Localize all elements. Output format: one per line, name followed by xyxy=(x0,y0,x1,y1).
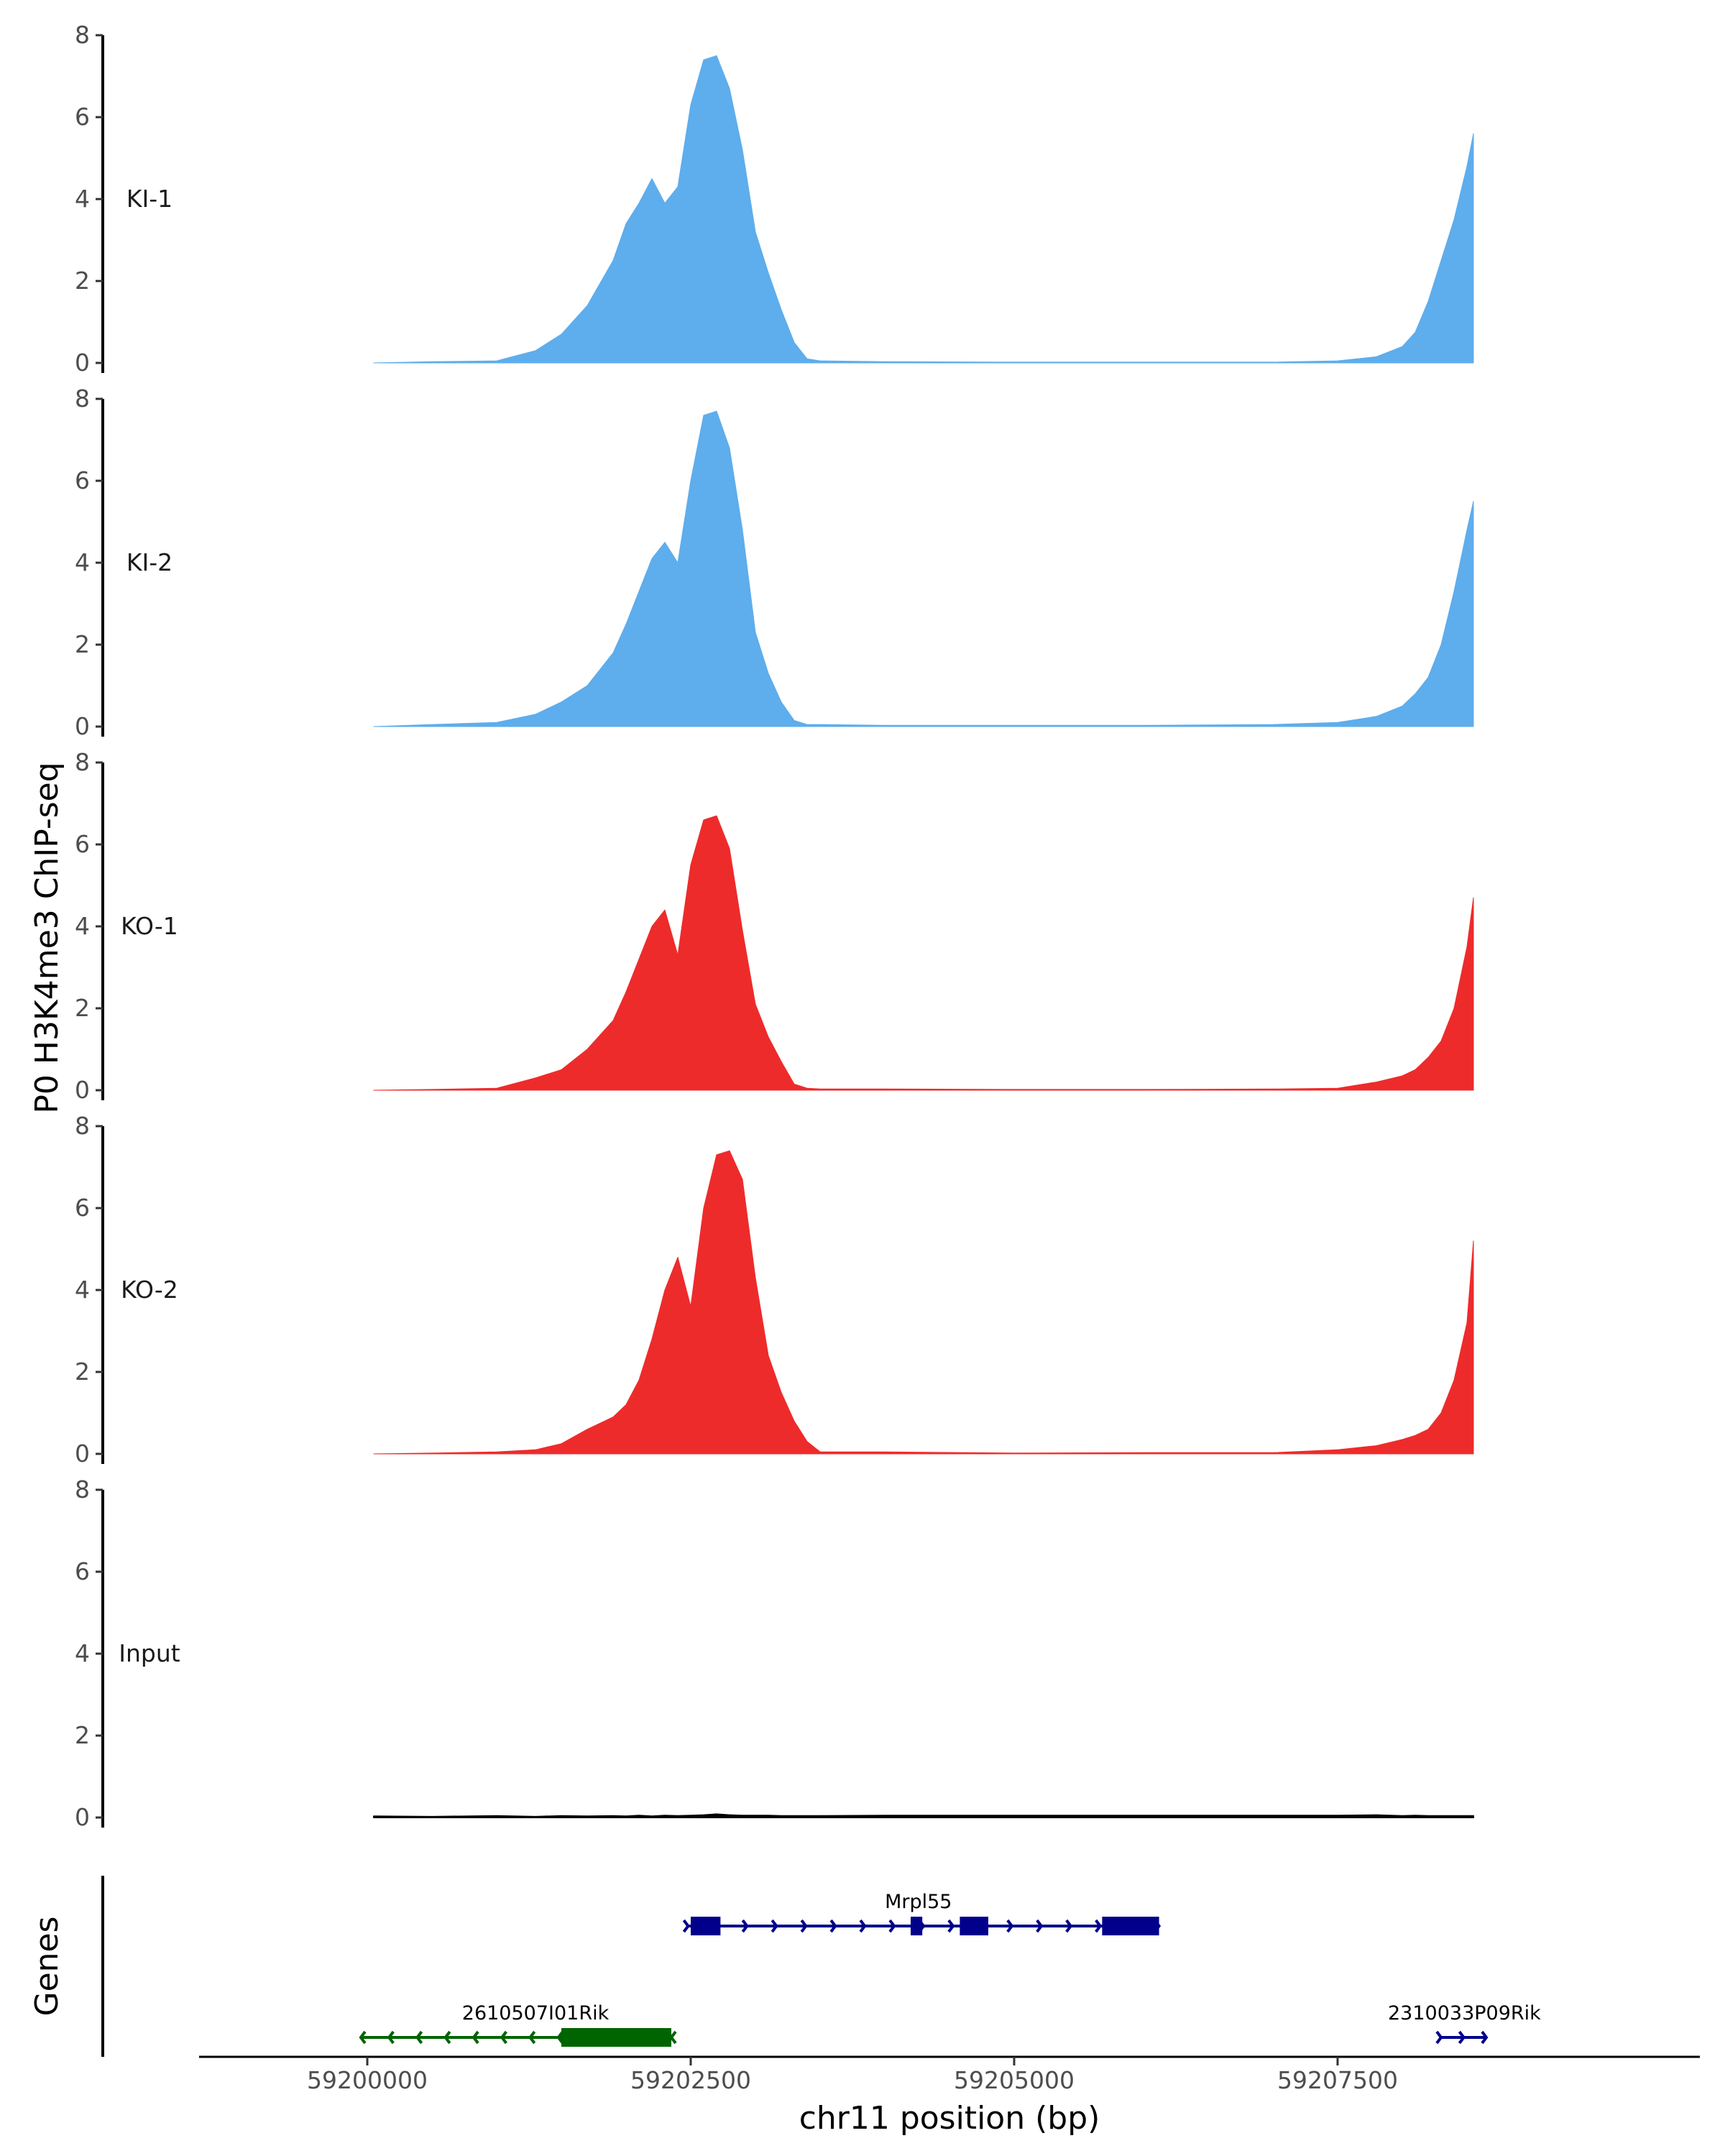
gene-2310033p09rik: 2310033P09Rik xyxy=(1388,2002,1541,2045)
track-label: Input xyxy=(119,1639,180,1667)
y-tick-label: 0 xyxy=(75,1803,90,1831)
track-ko-1: 0 2 4 6 8 KO-1 xyxy=(75,748,1474,1104)
strand-arrow xyxy=(947,1919,955,1933)
y-tick-label: 8 xyxy=(75,1112,90,1140)
y-tick-label: 4 xyxy=(75,1639,90,1667)
x-ticks: 59200000 59202500 59205000 59207500 xyxy=(307,2057,1398,2094)
track-label: KI-2 xyxy=(126,548,172,576)
gene-label: 2310033P09Rik xyxy=(1388,2002,1541,2024)
y-tick-label: 0 xyxy=(75,712,90,740)
track-ki-2: 0 2 4 6 8 KI-2 xyxy=(75,384,1474,740)
strand-arrow xyxy=(528,2030,536,2045)
y-tick-label: 6 xyxy=(75,830,90,858)
track-input: 0 2 4 6 8 Input xyxy=(75,1475,1474,1831)
y-tick-label: 8 xyxy=(75,384,90,413)
gene-exon xyxy=(911,1917,923,1935)
y-tick-label: 6 xyxy=(75,103,90,131)
gene-exon xyxy=(691,1917,721,1935)
strand-arrow xyxy=(829,1919,837,1933)
signal-tracks: 0 2 4 6 8 KI-1 0 2 4 6 8 KI-2 0 2 4 6 8 KO-1 0 2 4 6 8 KO-2 0 2 4 6… xyxy=(75,21,1474,1831)
y-tick-label: 2 xyxy=(75,994,90,1022)
signal-area xyxy=(373,410,1474,727)
y-tick-label: 2 xyxy=(75,267,90,295)
strand-arrow xyxy=(500,2030,507,2045)
y-tick-label: 8 xyxy=(75,21,90,49)
signal-area xyxy=(373,815,1474,1091)
strand-arrow xyxy=(1458,2030,1466,2045)
gene-models: Mrpl55 2610507I01Rik 2310033P09Rik xyxy=(359,1891,1541,2047)
strand-arrow xyxy=(1095,1919,1103,1933)
strand-arrow xyxy=(859,1919,867,1933)
strand-arrow xyxy=(669,2030,677,2045)
track-label: KI-1 xyxy=(126,185,172,213)
y-tick-label: 8 xyxy=(75,1475,90,1503)
y-axis-title-group: P0 H3K4me3 ChIP-seq xyxy=(29,762,65,1113)
gene-exon xyxy=(960,1917,988,1935)
y-tick-label: 4 xyxy=(75,912,90,940)
x-axis: 59200000 59202500 59205000 59207500 chr11 p… xyxy=(199,2055,1700,2137)
track-label: KO-1 xyxy=(121,912,178,940)
strand-arrow xyxy=(888,1919,896,1933)
gene-exon xyxy=(1102,1917,1159,1935)
y-tick-label: 2 xyxy=(75,1358,90,1386)
strand-arrow xyxy=(770,1919,778,1933)
y-tick-label: 6 xyxy=(75,1194,90,1222)
strand-arrow xyxy=(1065,1919,1073,1933)
genes-axis-title: Genes xyxy=(29,1916,65,2016)
y-axis-title: P0 H3K4me3 ChIP-seq xyxy=(29,762,65,1113)
y-tick-label: 4 xyxy=(75,1276,90,1304)
signal-area xyxy=(373,1813,1474,1818)
y-tick-label: 6 xyxy=(75,466,90,494)
x-axis-title: chr11 position (bp) xyxy=(799,2100,1100,2137)
strand-arrow xyxy=(443,2030,451,2045)
strand-arrow xyxy=(1435,2030,1443,2045)
strand-arrow xyxy=(1006,1919,1014,1933)
strand-arrow xyxy=(387,2030,395,2045)
x-tick-label: 59202500 xyxy=(630,2066,751,2094)
y-tick-label: 4 xyxy=(75,185,90,213)
track-ko-2: 0 2 4 6 8 KO-2 xyxy=(75,1112,1474,1468)
track-ki-1: 0 2 4 6 8 KI-1 xyxy=(75,21,1474,377)
gene-exon xyxy=(561,2028,671,2047)
strand-arrow xyxy=(556,2030,564,2045)
y-tick-label: 0 xyxy=(75,349,90,377)
signal-area xyxy=(373,55,1474,364)
strand-arrow xyxy=(800,1919,808,1933)
x-tick-label: 59200000 xyxy=(307,2066,428,2094)
strand-arrow xyxy=(682,1919,690,1933)
y-tick-label: 2 xyxy=(75,630,90,658)
signal-area xyxy=(373,1150,1474,1455)
strand-arrow xyxy=(741,1919,749,1933)
track-label: KO-2 xyxy=(121,1276,178,1304)
y-tick-label: 4 xyxy=(75,548,90,576)
gene-label: 2610507I01Rik xyxy=(462,2002,610,2024)
strand-arrow xyxy=(359,2030,367,2045)
y-tick-label: 0 xyxy=(75,1076,90,1104)
x-tick-label: 59205000 xyxy=(954,2066,1075,2094)
genes-panel: Genes Mrpl55 2610507I01Rik 2310033P09Rik xyxy=(29,1876,1541,2057)
y-tick-label: 6 xyxy=(75,1557,90,1585)
y-tick-label: 2 xyxy=(75,1721,90,1749)
strand-arrow xyxy=(472,2030,479,2045)
gene-mrpl55: Mrpl55 xyxy=(682,1891,1162,1935)
x-tick-label: 59207500 xyxy=(1277,2066,1398,2094)
strand-arrow xyxy=(1481,2030,1489,2045)
y-tick-label: 0 xyxy=(75,1439,90,1468)
gene-2610507i01rik: 2610507I01Rik xyxy=(359,2002,677,2047)
y-tick-label: 8 xyxy=(75,748,90,776)
strand-arrow xyxy=(415,2030,423,2045)
strand-arrow xyxy=(1036,1919,1044,1933)
gene-label: Mrpl55 xyxy=(885,1891,952,1913)
